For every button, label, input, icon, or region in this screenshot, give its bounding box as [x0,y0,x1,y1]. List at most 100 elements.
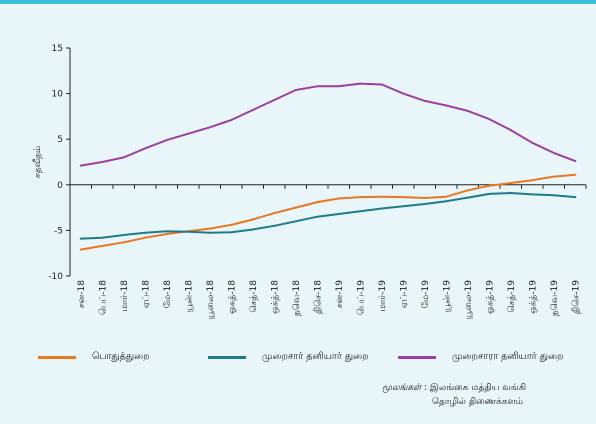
series-1-point-2 [122,234,125,236]
series-1-point-17 [445,200,448,203]
x-tick-label-7: ஓகத்-18 [227,280,237,314]
y-tick-label-1: 10 [52,90,64,100]
series-2-point-23 [574,160,577,162]
source-line-1: இலங்கை மத்திய வங்கி [429,383,527,393]
x-tick-label-16: மே-19 [421,280,431,309]
series-0-point-1 [101,245,104,247]
series-0-point-23 [574,173,577,176]
series-1-point-5 [187,230,190,233]
series-2-point-17 [445,104,448,107]
series-0-point-3 [144,236,147,239]
series-0-point-21 [531,179,534,182]
x-tick-label-21: ஒக்த்-19 [528,280,538,314]
x-tick-label-8: செத்-18 [249,280,259,313]
series-2-point-11 [316,85,319,88]
series-1-point-7 [230,231,233,234]
y-tick-label-0: 15 [52,44,63,54]
x-tick-label-9: ஒக்த்-18 [270,280,280,314]
source-line-2: தொழில் திணைக்களம் [432,397,523,407]
line-chart: 15 10 5 0 -5 -10 சதவீதம் சன-18 பெப்-18 மார்-18 ஏப்… [33,44,587,320]
series-1-point-22 [552,194,555,197]
series-2-point-7 [230,119,233,121]
series-0-point-20 [509,182,512,184]
x-tick-label-0: சன-18 [77,280,87,309]
series-2-point-8 [251,109,254,111]
y-tick-label-3: 0 [57,181,63,191]
series-0-point-4 [165,233,168,235]
y-tick-label-4: -5 [54,226,63,236]
x-tick-label-18: யூலை-19 [464,280,474,320]
series-2-point-12 [337,85,340,88]
series-2-point-20 [509,129,512,131]
series-1-point-14 [380,207,383,210]
series-1-point-15 [402,205,405,208]
x-tick-label-13: பெப்-19 [356,280,366,315]
x-tick-label-6: யூலை-18 [206,280,216,320]
series-2-point-22 [552,151,555,154]
series-2-point-4 [165,139,168,142]
x-tick-label-22: நவெ-19 [550,280,560,316]
series-line-2 [79,82,577,167]
series-1-point-4 [165,230,168,233]
series-1-point-8 [251,228,254,231]
series-2-point-19 [488,118,491,121]
series-1-point-13 [359,210,362,213]
series-0-point-19 [488,184,491,187]
series-2-point-15 [402,92,405,95]
x-tick-label-3: ஏப்-18 [141,280,151,309]
x-tick-label-15: ஏப்-19 [399,280,409,309]
series-0-point-18 [466,189,469,192]
series-2-point-5 [187,132,190,135]
series-2-point-2 [122,156,125,159]
source-note: மூலங்கள் : இலங்கை மத்திய வங்கி தொழில் தி… [382,383,527,407]
series-2-point-18 [466,110,469,112]
source-label: மூலங்கள் [382,383,422,393]
series-2-point-9 [273,99,276,101]
x-tick-label-11: திசெ-18 [313,280,323,314]
series-1-point-10 [294,220,297,223]
series-1-point-3 [144,231,147,234]
series-2-point-3 [144,147,147,150]
series-2-point-13 [359,82,362,85]
x-tick-label-4: மே-18 [163,280,173,309]
series-1-point-16 [423,203,426,205]
series-0-point-9 [273,212,276,214]
series-0-point-6 [208,227,211,230]
x-tick-label-23: திசெ-19 [571,280,581,314]
series-0-point-8 [251,218,254,221]
x-tick-label-20: செத்-19 [507,280,517,313]
series-2-point-0 [79,164,82,167]
series-0-point-16 [423,197,426,199]
y-axis-title: சதவீதம் [33,146,43,179]
series-1-point-18 [466,196,469,199]
series-0-point-10 [294,206,297,209]
series-line-0 [79,173,577,251]
series-0-point-0 [79,248,82,251]
x-tick-label-2: மார்-18 [120,280,130,312]
series-0-point-2 [122,241,125,244]
x-tick-label-5: யூன்-18 [184,280,194,313]
series-0-point-12 [337,197,340,200]
series-1-point-20 [509,192,512,194]
y-tick-label-2: 5 [57,135,63,145]
series-1-point-21 [531,193,534,196]
x-tick-label-10: நவெ-18 [292,280,302,316]
series-1-point-12 [337,213,340,215]
series-1-point-19 [488,193,491,195]
series-0-point-13 [359,196,362,199]
x-tick-label-12: சன-19 [335,280,345,309]
series-1-point-11 [316,215,319,218]
x-tick-label-19: ஓகத்-19 [485,280,495,314]
y-tick-label-5: -10 [48,272,63,282]
series-2-point-21 [531,141,534,144]
series-1-point-9 [273,224,276,227]
series-2-point-1 [101,161,104,163]
series-2-point-10 [294,89,297,91]
series-2-point-6 [208,126,211,129]
series-0-point-22 [552,175,555,178]
series-1-point-23 [574,196,577,199]
x-tick-label-1: பெப்-18 [98,280,108,315]
series-2-point-16 [423,99,426,102]
x-tick-label-17: யூன்-19 [442,280,452,313]
